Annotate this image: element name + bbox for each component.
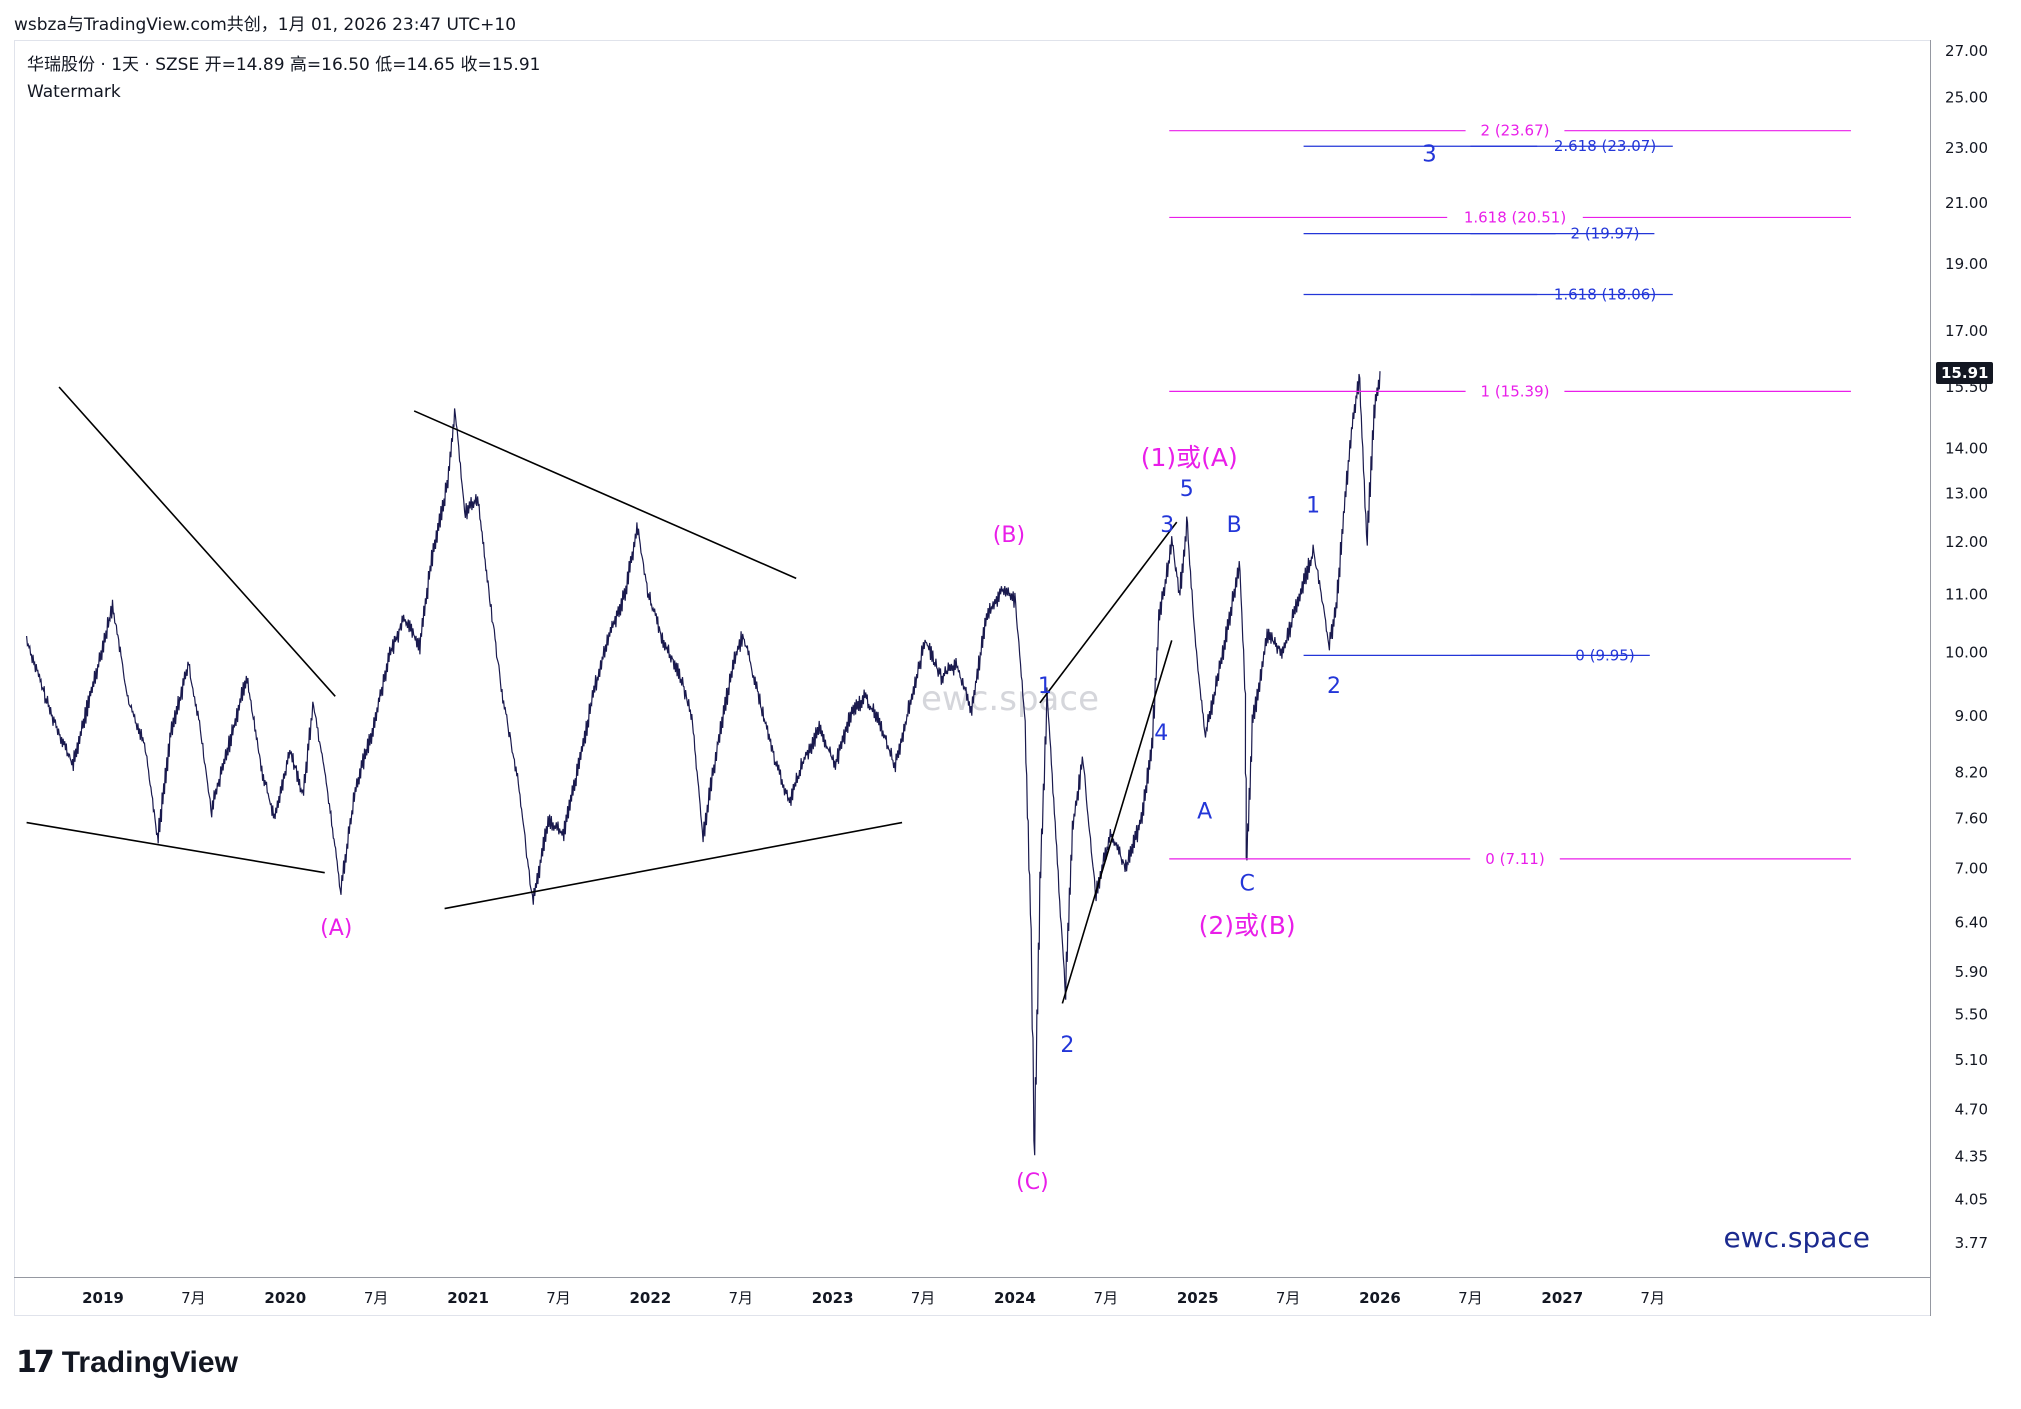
wave-label: 5 (1180, 477, 1194, 502)
tradingview-logo[interactable]: 17 TradingView (16, 1345, 238, 1380)
fib-level-label: 2 (19.97) (1571, 225, 1640, 243)
chart-header: wsbza与TradingView.com共创，1月 01, 2026 23:4… (14, 10, 516, 35)
wave-label: 3 (1422, 141, 1437, 167)
price-series[interactable] (26, 371, 1381, 1156)
symbol-legend: 华瑞股份 · 1天 · SZSE 开=14.89 高=16.50 低=14.65… (27, 52, 540, 106)
time-tick-label: 2023 (812, 1289, 854, 1307)
wave-label: (A) (320, 916, 352, 941)
trendline[interactable] (1061, 640, 1173, 1004)
wave-label: C (1239, 871, 1254, 896)
price-tick-label: 5.10 (1955, 1051, 1988, 1069)
wave-label: (1)或(A) (1141, 443, 1238, 472)
price-tick-label: 4.05 (1955, 1191, 1988, 1209)
fib-level-label: 1.618 (18.06) (1554, 285, 1656, 303)
price-tick-label: 4.35 (1955, 1147, 1988, 1165)
wave-label: 1 (1038, 674, 1052, 699)
price-tick-label: 13.00 (1945, 485, 1988, 503)
price-tick-label: 8.20 (1955, 764, 1988, 782)
price-tick-label: 21.00 (1945, 194, 1988, 212)
price-tick-label: 10.00 (1945, 643, 1988, 661)
wave-label: (2)或(B) (1199, 911, 1296, 940)
price-tick-label: 11.00 (1945, 586, 1988, 604)
fib-level-label: 1.618 (20.51) (1464, 208, 1566, 226)
tradingview-mark-icon: 17 (16, 1345, 55, 1380)
time-tick-label: 2021 (447, 1289, 489, 1307)
price-tick-label: 17.00 (1945, 322, 1988, 340)
wave-label: A (1197, 800, 1212, 825)
trendline[interactable] (413, 410, 797, 580)
time-tick-label: 2020 (264, 1289, 306, 1307)
price-tick-label: 25.00 (1945, 89, 1988, 107)
price-tick-label: 5.50 (1955, 1005, 1988, 1023)
price-tick-label: 4.70 (1955, 1101, 1988, 1119)
symbol-ohlc-line[interactable]: 华瑞股份 · 1天 · SZSE 开=14.89 高=16.50 低=14.65… (27, 55, 541, 75)
time-axis-border (14, 1277, 1931, 1278)
time-tick-label: 2022 (629, 1289, 671, 1307)
watermark-label: Watermark (27, 82, 121, 102)
price-tick-label: 9.00 (1955, 707, 1988, 725)
time-tick-label: 7月 (364, 1289, 389, 1307)
time-tick-label: 2027 (1541, 1289, 1583, 1307)
trendline[interactable] (444, 821, 903, 910)
price-tick-label: 27.00 (1945, 42, 1988, 60)
trendline[interactable] (1039, 521, 1178, 704)
price-tick-label: 12.00 (1945, 533, 1988, 551)
price-tick-label: 7.60 (1955, 810, 1988, 828)
fib-level-label: 2.618 (23.07) (1554, 137, 1656, 155)
price-tick-label: 6.40 (1955, 914, 1988, 932)
time-tick-label: 7月 (1276, 1289, 1301, 1307)
fib-level-label: 2 (23.67) (1481, 122, 1550, 140)
price-tick-label: 14.00 (1945, 440, 1988, 458)
time-tick-label: 7月 (546, 1289, 571, 1307)
header-title: wsbza与TradingView.com共创，1月 01, 2026 23:4… (14, 15, 517, 35)
wave-label: 4 (1154, 721, 1168, 746)
corner-watermark-text: ewc.space (1723, 1221, 1870, 1254)
tradingview-wordmark: TradingView (61, 1345, 238, 1379)
trendline[interactable] (26, 821, 325, 874)
wave-label: 3 (1160, 513, 1174, 538)
time-tick-label: 2024 (994, 1289, 1036, 1307)
last-price-badge: 15.91 (1936, 362, 1994, 384)
fib-level-label: 0 (9.95) (1575, 646, 1634, 664)
fib-level-label: 1 (15.39) (1481, 382, 1550, 400)
wave-label: (B) (993, 523, 1025, 548)
time-tick-label: 2026 (1359, 1289, 1401, 1307)
time-tick-label: 7月 (1094, 1289, 1119, 1307)
time-tick-label: 7月 (1640, 1289, 1665, 1307)
fib-level-label: 0 (7.11) (1485, 850, 1544, 868)
wave-label: 2 (1060, 1033, 1074, 1058)
price-tick-label: 19.00 (1945, 255, 1988, 273)
time-tick-label: 2019 (82, 1289, 124, 1307)
chart-watermark-text: ewc.space (921, 679, 1099, 719)
price-tick-label: 5.90 (1955, 963, 1988, 981)
time-tick-label: 2025 (1177, 1289, 1219, 1307)
wave-label: 2 (1327, 674, 1341, 699)
time-tick-label: 7月 (911, 1289, 936, 1307)
wave-label: 1 (1306, 493, 1320, 518)
time-tick-label: 7月 (1458, 1289, 1483, 1307)
price-tick-label: 3.77 (1955, 1234, 1988, 1252)
price-tick-label: 23.00 (1945, 139, 1988, 157)
wave-label: B (1227, 513, 1242, 538)
price-axis-border (1930, 40, 1931, 1316)
trendline[interactable] (58, 386, 336, 697)
wave-label: (C) (1016, 1170, 1049, 1195)
price-tick-label: 7.00 (1955, 859, 1988, 877)
time-tick-label: 7月 (181, 1289, 206, 1307)
time-tick-label: 7月 (728, 1289, 753, 1307)
